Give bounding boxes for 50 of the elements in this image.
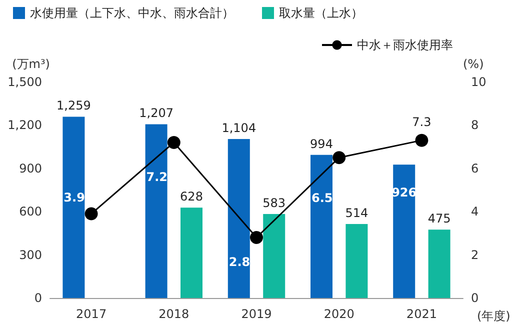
legend-label: 中水＋雨水使用率	[357, 38, 453, 52]
data-label: 628	[180, 190, 203, 204]
data-label: 514	[345, 206, 368, 220]
y-tick-label: 0	[34, 291, 42, 305]
data-label: 1,207	[139, 106, 174, 120]
point	[84, 207, 98, 220]
y2-tick-label: 0	[471, 291, 479, 305]
data-label: 6.5	[311, 191, 333, 206]
x-tick-label: 2021	[406, 307, 437, 321]
bar	[62, 116, 85, 298]
y2-tick-label: 10	[471, 75, 486, 89]
y-tick-label: 1,500	[8, 75, 42, 89]
x-tick-label: 2020	[324, 307, 354, 321]
bar	[428, 230, 450, 298]
x-tick-label: 2019	[241, 307, 272, 321]
bar	[346, 224, 368, 298]
data-label: 7.2	[146, 170, 168, 184]
data-label: 475	[428, 212, 451, 226]
bar	[228, 139, 250, 298]
point	[167, 136, 180, 149]
point	[415, 134, 428, 147]
bar	[393, 164, 416, 298]
bar	[310, 154, 332, 298]
data-label: 3.9	[64, 190, 85, 204]
y-tick-label: 1,200	[8, 118, 42, 132]
bar	[145, 124, 168, 298]
data-label: 7.3	[412, 114, 432, 129]
bar	[180, 208, 202, 298]
y2-tick-label: 8	[471, 118, 479, 132]
legend-label: 水使用量（上下水、中水、雨水合計）	[30, 6, 234, 20]
y-tick-label: 300	[19, 248, 42, 262]
y2-tick-label: 4	[471, 204, 479, 219]
data-label: 994	[310, 136, 333, 151]
y-tick-label: 600	[19, 204, 42, 219]
y-axis-title: (万m³)	[12, 57, 50, 71]
bar	[263, 214, 286, 298]
data-label: 1,259	[56, 98, 91, 113]
data-label: 1,104	[222, 121, 256, 136]
x-axis-title: (年度)	[477, 309, 510, 323]
x-tick-label: 2018	[158, 307, 190, 321]
data-label: 2.8	[228, 255, 250, 270]
legend-label: 取水量（上水）	[279, 6, 363, 20]
x-tick-label: 2017	[76, 307, 107, 321]
y-tick-label: 900	[19, 161, 42, 176]
point	[250, 231, 263, 244]
point	[332, 151, 346, 164]
data-label: 583	[262, 196, 286, 210]
y2-axis-title: (%)	[463, 57, 484, 71]
y2-tick-label: 2	[471, 248, 479, 262]
y2-tick-label: 6	[471, 161, 479, 176]
